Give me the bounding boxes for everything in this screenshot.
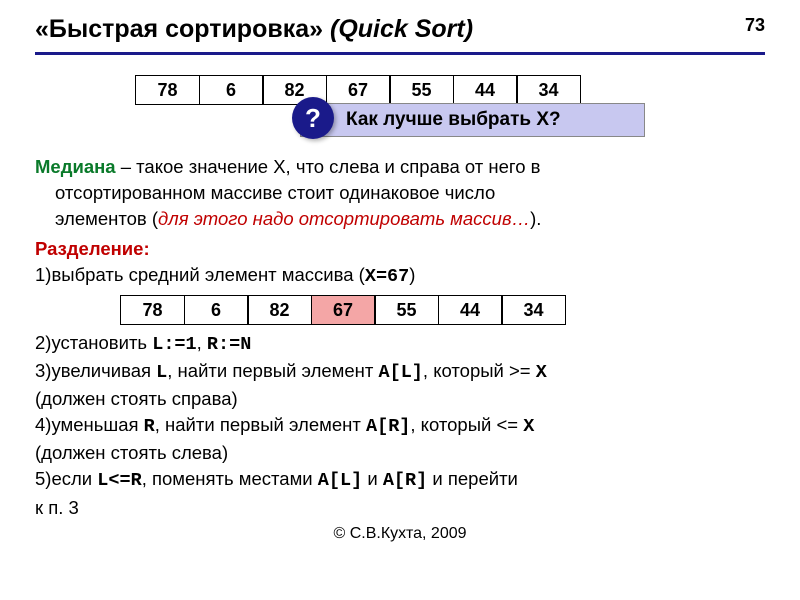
red-note: для этого надо отсортировать массив… bbox=[158, 208, 530, 229]
page-title: «Быстрая сортировка» (Quick Sort) bbox=[35, 15, 473, 44]
content: Медиана – такое значение X, что слева и … bbox=[35, 155, 765, 544]
callout: ? Как лучше выбрать X? bbox=[300, 103, 765, 137]
text: (должен стоять справа) bbox=[35, 388, 238, 409]
text: , который >= bbox=[423, 360, 536, 381]
text: , найти первый элемент bbox=[155, 414, 366, 435]
cell: 55 bbox=[389, 75, 454, 105]
code: L<=R bbox=[97, 470, 141, 491]
text: ) bbox=[409, 264, 415, 285]
question-icon: ? bbox=[292, 97, 334, 139]
cell: 44 bbox=[453, 75, 518, 105]
text: и bbox=[362, 468, 383, 489]
text: , который <= bbox=[410, 414, 523, 435]
code: R bbox=[144, 416, 155, 437]
text: 4)уменьшая bbox=[35, 414, 144, 435]
text: 1)выбрать средний элемент массива ( bbox=[35, 264, 365, 285]
split-label: Разделение: bbox=[35, 238, 150, 259]
text: , bbox=[197, 332, 207, 353]
text: 2)установить bbox=[35, 332, 152, 353]
text: и перейти bbox=[427, 468, 518, 489]
cell: 34 bbox=[501, 295, 566, 325]
cell: 6 bbox=[184, 295, 249, 325]
array-2: 78 6 82 67 55 44 34 bbox=[120, 295, 765, 325]
text: , поменять местами bbox=[142, 468, 318, 489]
page-number: 73 bbox=[745, 15, 765, 36]
text: ). bbox=[530, 208, 541, 229]
code: A[L] bbox=[318, 470, 362, 491]
text: – такое значение X, что слева и справа о… bbox=[116, 156, 541, 177]
cell: 67 bbox=[326, 75, 391, 105]
text: (должен стоять слева) bbox=[35, 442, 228, 463]
cell: 34 bbox=[516, 75, 581, 105]
header: «Быстрая сортировка» (Quick Sort) 73 bbox=[35, 15, 765, 55]
cell-highlight: 67 bbox=[311, 295, 376, 325]
text: элементов ( bbox=[55, 208, 158, 229]
footer: © С.В.Кухта, 2009 bbox=[35, 524, 765, 545]
text: отсортированном массиве стоит одинаковое… bbox=[55, 182, 495, 203]
cell: 78 bbox=[135, 75, 200, 105]
text: 5)если bbox=[35, 468, 97, 489]
code: A[L] bbox=[379, 362, 423, 383]
code: X=67 bbox=[365, 266, 409, 287]
code: X bbox=[523, 416, 534, 437]
cell: 44 bbox=[438, 295, 503, 325]
median-label: Медиана bbox=[35, 156, 116, 177]
array-1: 78 6 82 67 55 44 34 bbox=[135, 75, 765, 105]
text: 3)увеличивая bbox=[35, 360, 156, 381]
text: к п. 3 bbox=[35, 497, 79, 518]
title-sub: (Quick Sort) bbox=[330, 15, 473, 43]
code: A[R] bbox=[366, 416, 410, 437]
code: R:=N bbox=[207, 334, 251, 355]
callout-text: Как лучше выбрать X? bbox=[300, 103, 645, 137]
title-main: «Быстрая сортировка» bbox=[35, 15, 323, 43]
cell: 82 bbox=[247, 295, 312, 325]
cell: 78 bbox=[120, 295, 185, 325]
code: L:=1 bbox=[152, 334, 196, 355]
text: , найти первый элемент bbox=[167, 360, 378, 381]
code: X bbox=[536, 362, 547, 383]
code: A[R] bbox=[383, 470, 427, 491]
code: L bbox=[156, 362, 167, 383]
cell: 55 bbox=[374, 295, 439, 325]
cell: 6 bbox=[199, 75, 264, 105]
